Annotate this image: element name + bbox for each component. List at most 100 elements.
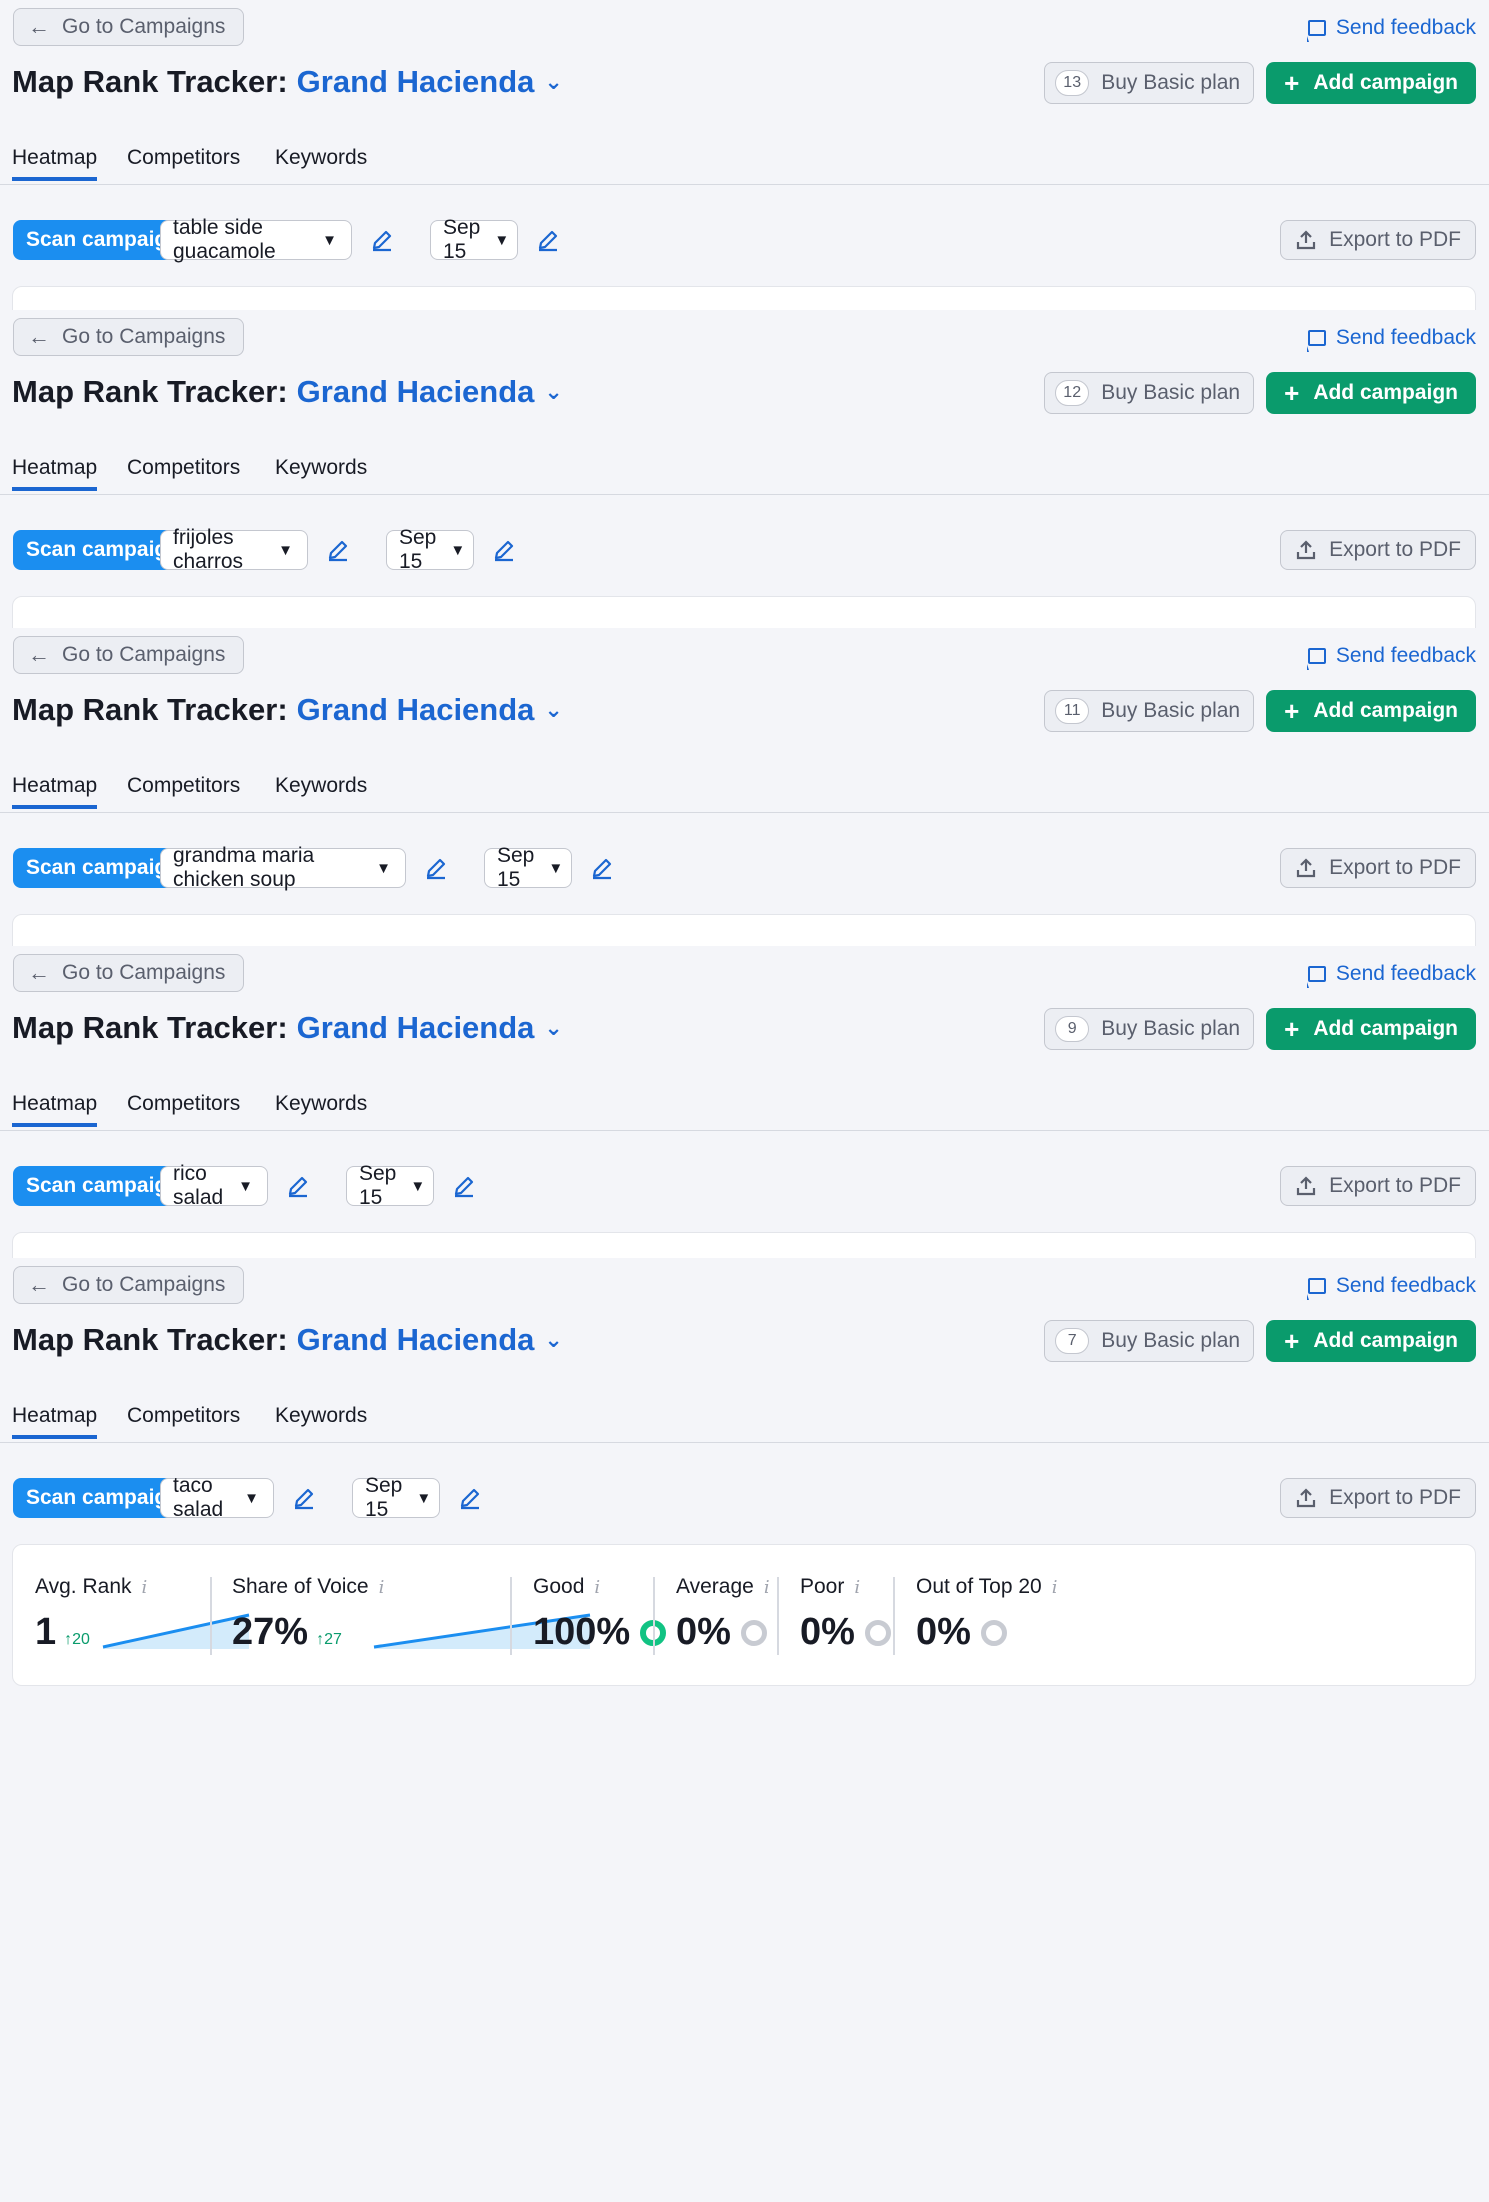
tracker-panel: ← Go to Campaigns Send feedback Map Rank… [0, 1258, 1489, 2202]
chevron-down-icon[interactable]: ⌄ [544, 69, 563, 94]
keyword-select[interactable]: rico salad ▼ [160, 1162, 268, 1209]
top-bar: ← Go to Campaigns Send feedback [13, 8, 1476, 48]
tracker-panel: ← Go to Campaigns Send feedback Map Rank… [0, 0, 1489, 428]
chevron-down-icon: ▼ [238, 1177, 253, 1195]
tab-keywords[interactable]: Keywords [275, 456, 368, 479]
keyword-select[interactable]: table side guacamole ▼ [160, 216, 352, 263]
tab-competitors[interactable]: Competitors [127, 1404, 241, 1427]
edit-keyword-icon[interactable] [424, 856, 448, 880]
add-campaign-button[interactable]: + Add campaign [1266, 372, 1476, 414]
keyword-select[interactable]: taco salad ▼ [160, 1474, 274, 1521]
export-to-pdf-button[interactable]: Export to PDF [1280, 1166, 1476, 1206]
tab-bar: Heatmap Competitors Keywords [0, 452, 1489, 495]
toolbar: Scan campaign table side guacamole ▼ Sep… [13, 216, 1476, 263]
tab-keywords[interactable]: Keywords [275, 1092, 368, 1115]
go-to-campaigns-button[interactable]: ← Go to Campaigns [13, 636, 245, 674]
stat-value-text: 1 [35, 1611, 57, 1653]
add-campaign-label: Add campaign [1313, 1017, 1458, 1040]
info-icon[interactable]: i [1051, 1577, 1058, 1598]
date-select[interactable]: Sep 15 ▼ [386, 526, 474, 573]
add-campaign-button[interactable]: + Add campaign [1266, 1320, 1476, 1362]
buy-basic-plan-button[interactable]: 13 Buy Basic plan [1044, 62, 1255, 104]
tab-heatmap[interactable]: Heatmap [12, 146, 98, 181]
date-select[interactable]: Sep 15 ▼ [346, 1162, 434, 1209]
export-to-pdf-button[interactable]: Export to PDF [1280, 530, 1476, 570]
info-icon[interactable]: i [854, 1577, 861, 1598]
date-select[interactable]: Sep 15 ▼ [430, 216, 518, 263]
tab-heatmap[interactable]: Heatmap [12, 456, 98, 491]
send-feedback-link[interactable]: Send feedback [1307, 962, 1476, 988]
edit-keyword-icon[interactable] [326, 538, 350, 562]
edit-date-icon[interactable] [590, 856, 614, 880]
stat-label-text: Average [676, 1575, 754, 1598]
edit-keyword-icon[interactable] [292, 1486, 316, 1510]
export-to-pdf-button[interactable]: Export to PDF [1280, 848, 1476, 888]
chevron-down-icon[interactable]: ⌄ [544, 697, 563, 722]
date-select[interactable]: Sep 15 ▼ [352, 1474, 440, 1521]
campaign-selector[interactable]: Grand Hacienda [296, 64, 535, 99]
tab-keywords[interactable]: Keywords [275, 774, 368, 797]
send-feedback-link[interactable]: Send feedback [1307, 16, 1476, 42]
edit-date-icon[interactable] [452, 1174, 476, 1198]
campaign-selector[interactable]: Grand Hacienda [296, 374, 535, 409]
tab-heatmap[interactable]: Heatmap [12, 1092, 98, 1127]
go-to-campaigns-button[interactable]: ← Go to Campaigns [13, 8, 245, 46]
edit-keyword-icon[interactable] [286, 1174, 310, 1198]
info-icon[interactable]: i [378, 1577, 385, 1598]
tab-heatmap[interactable]: Heatmap [12, 1404, 98, 1439]
keyword-select[interactable]: grandma maria chicken soup ▼ [160, 844, 406, 891]
info-icon[interactable]: i [141, 1577, 148, 1598]
send-feedback-link[interactable]: Send feedback [1307, 644, 1476, 670]
date-select[interactable]: Sep 15 ▼ [484, 844, 572, 891]
title-row: Map Rank Tracker: Grand Hacienda ⌄ 13 Bu… [12, 60, 1476, 108]
page-title: Map Rank Tracker: Grand Hacienda ⌄ [12, 1322, 563, 1358]
go-to-campaigns-label: Go to Campaigns [62, 643, 226, 666]
stat-label-text: Good [533, 1575, 585, 1598]
tab-competitors[interactable]: Competitors [127, 774, 241, 797]
keyword-select[interactable]: frijoles charros ▼ [160, 526, 308, 573]
buy-basic-plan-button[interactable]: 9 Buy Basic plan [1044, 1008, 1255, 1050]
export-to-pdf-button[interactable]: Export to PDF [1280, 220, 1476, 260]
stat-label: Avg. Rank i [35, 1575, 147, 1599]
tab-keywords[interactable]: Keywords [275, 146, 368, 169]
tab-keywords[interactable]: Keywords [275, 1404, 368, 1427]
info-icon[interactable]: i [763, 1577, 770, 1598]
add-campaign-button[interactable]: + Add campaign [1266, 1008, 1476, 1050]
campaign-selector[interactable]: Grand Hacienda [296, 1322, 535, 1357]
send-feedback-link[interactable]: Send feedback [1307, 326, 1476, 352]
go-to-campaigns-button[interactable]: ← Go to Campaigns [13, 954, 245, 992]
export-to-pdf-button[interactable]: Export to PDF [1280, 1478, 1476, 1518]
toolbar: Scan campaign frijoles charros ▼ Sep 15 … [13, 526, 1476, 573]
campaign-selector[interactable]: Grand Hacienda [296, 1010, 535, 1045]
tab-competitors[interactable]: Competitors [127, 146, 241, 169]
plus-icon: + [1284, 1013, 1300, 1044]
edit-date-icon[interactable] [458, 1486, 482, 1510]
buy-basic-plan-button[interactable]: 11 Buy Basic plan [1044, 690, 1255, 732]
go-to-campaigns-button[interactable]: ← Go to Campaigns [13, 1266, 245, 1304]
stat-divider [210, 1577, 212, 1655]
stat-value: 1 ↑20 [35, 1611, 90, 1654]
tab-competitors[interactable]: Competitors [127, 456, 241, 479]
edit-date-icon[interactable] [536, 228, 560, 252]
edit-date-icon[interactable] [492, 538, 516, 562]
stat-value: 0% [800, 1611, 891, 1654]
send-feedback-link[interactable]: Send feedback [1307, 1274, 1476, 1300]
info-icon[interactable]: i [594, 1577, 601, 1598]
export-to-pdf-label: Export to PDF [1329, 228, 1461, 251]
buy-basic-plan-button[interactable]: 12 Buy Basic plan [1044, 372, 1255, 414]
campaign-selector[interactable]: Grand Hacienda [296, 692, 535, 727]
tab-heatmap[interactable]: Heatmap [12, 774, 98, 809]
tab-bar: Heatmap Competitors Keywords [0, 1400, 1489, 1443]
page-title: Map Rank Tracker: Grand Hacienda ⌄ [12, 374, 563, 410]
tab-competitors[interactable]: Competitors [127, 1092, 241, 1115]
feedback-icon [1307, 966, 1326, 988]
chevron-down-icon[interactable]: ⌄ [544, 1015, 563, 1040]
chevron-down-icon: ▼ [376, 859, 391, 877]
edit-keyword-icon[interactable] [370, 228, 394, 252]
go-to-campaigns-button[interactable]: ← Go to Campaigns [13, 318, 245, 356]
buy-basic-plan-button[interactable]: 7 Buy Basic plan [1044, 1320, 1255, 1362]
add-campaign-button[interactable]: + Add campaign [1266, 62, 1476, 104]
add-campaign-button[interactable]: + Add campaign [1266, 690, 1476, 732]
chevron-down-icon[interactable]: ⌄ [544, 379, 563, 404]
chevron-down-icon[interactable]: ⌄ [544, 1327, 563, 1352]
